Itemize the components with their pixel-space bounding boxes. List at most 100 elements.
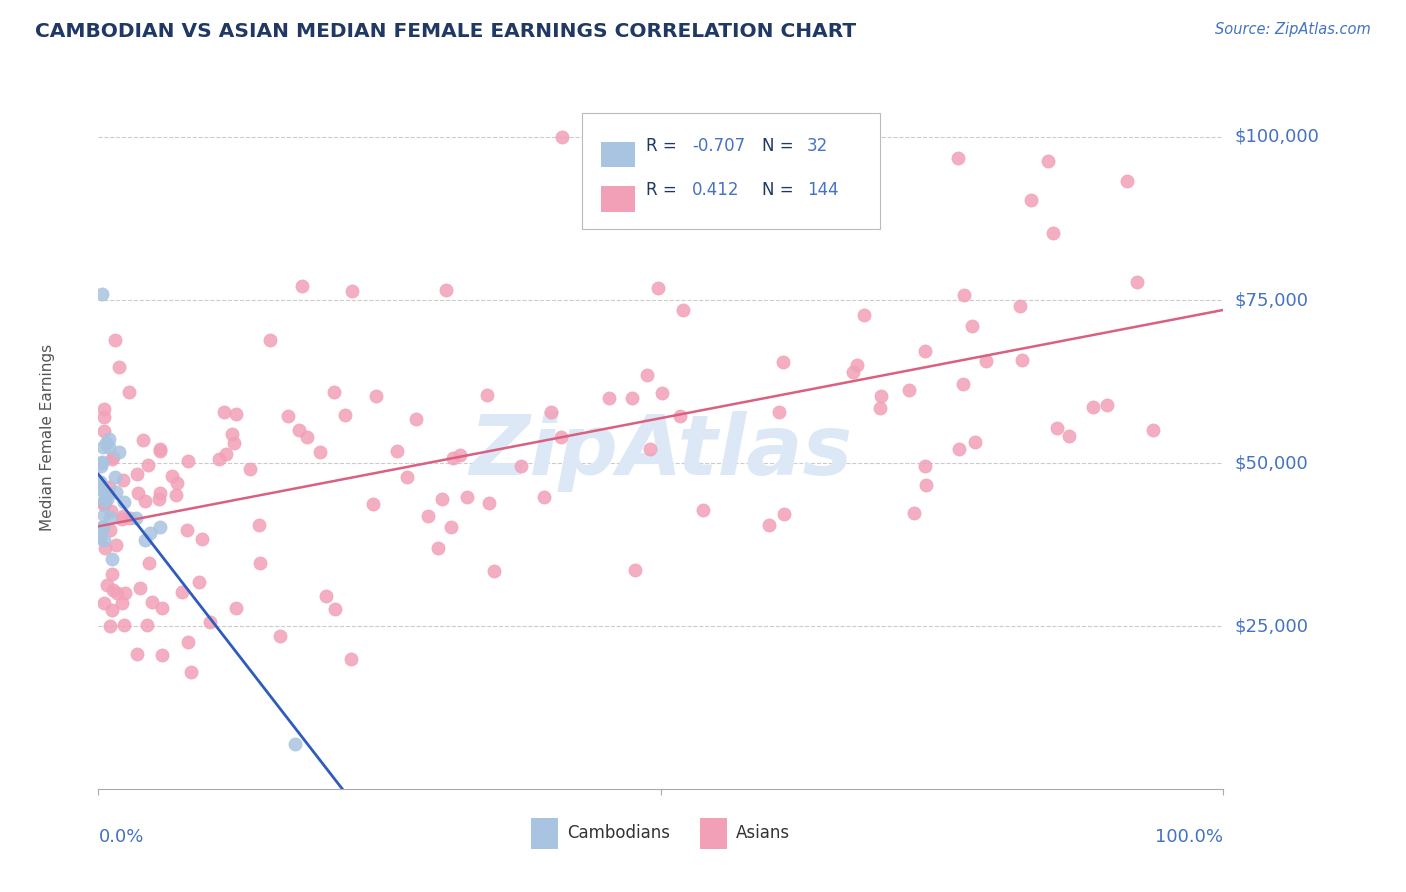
Point: [339, 652, 361, 666]
Point: [166, 475, 188, 490]
Point: [288, 423, 311, 437]
Point: [101, 582, 124, 597]
Point: [149, 486, 172, 500]
Point: [340, 284, 363, 298]
Point: [93, 508, 115, 522]
Point: [224, 435, 246, 450]
Text: Cambodians: Cambodians: [568, 824, 671, 842]
Point: [239, 461, 262, 475]
Text: 0.412: 0.412: [692, 181, 740, 200]
Point: [430, 492, 453, 507]
Point: [869, 401, 891, 415]
Point: [897, 383, 920, 397]
Point: [177, 635, 200, 649]
Point: [870, 389, 893, 403]
Point: [249, 556, 271, 570]
Text: 32: 32: [807, 137, 828, 155]
Point: [149, 442, 172, 456]
Point: [120, 511, 142, 525]
Point: [90, 286, 112, 301]
Point: [136, 618, 159, 632]
Point: [636, 368, 658, 382]
Point: [91, 440, 114, 454]
Point: [768, 405, 790, 419]
Point: [93, 533, 115, 547]
Point: [105, 585, 128, 599]
Text: $50,000: $50,000: [1234, 454, 1308, 472]
Point: [125, 511, 148, 525]
Point: [149, 444, 172, 458]
Point: [90, 459, 112, 474]
Point: [91, 520, 114, 534]
Point: [91, 520, 114, 534]
Text: N =: N =: [762, 137, 799, 155]
Point: [176, 524, 198, 538]
Point: [93, 499, 115, 513]
Point: [772, 355, 794, 369]
Point: [434, 283, 457, 297]
Point: [112, 618, 135, 632]
Text: $25,000: $25,000: [1234, 617, 1309, 635]
Point: [94, 495, 117, 509]
Point: [93, 496, 115, 510]
FancyBboxPatch shape: [602, 142, 636, 167]
Point: [191, 532, 214, 546]
Point: [107, 444, 129, 458]
Point: [647, 281, 669, 295]
Point: [1011, 353, 1033, 368]
Point: [551, 130, 574, 145]
Point: [111, 596, 134, 610]
Point: [914, 458, 936, 473]
Point: [842, 364, 865, 378]
Point: [125, 647, 148, 661]
Text: R =: R =: [647, 137, 682, 155]
Point: [112, 495, 135, 509]
Text: ZipAtlas: ZipAtlas: [470, 410, 852, 491]
Text: Asians: Asians: [737, 824, 790, 842]
Point: [405, 411, 427, 425]
Point: [1046, 421, 1069, 435]
Text: R =: R =: [647, 181, 682, 200]
Point: [416, 508, 439, 523]
Point: [98, 432, 121, 446]
Point: [290, 279, 312, 293]
Point: [170, 585, 193, 599]
Text: CAMBODIAN VS ASIAN MEDIAN FEMALE EARNINGS CORRELATION CHART: CAMBODIAN VS ASIAN MEDIAN FEMALE EARNING…: [35, 22, 856, 41]
Point: [284, 737, 307, 751]
Point: [903, 506, 925, 520]
Point: [180, 665, 202, 679]
Point: [118, 384, 141, 399]
Point: [1081, 400, 1104, 414]
Point: [89, 531, 111, 545]
Point: [1126, 275, 1149, 289]
Point: [93, 596, 115, 610]
Point: [94, 436, 117, 450]
Text: 0.0%: 0.0%: [98, 828, 143, 847]
Point: [150, 648, 173, 662]
Point: [100, 504, 122, 518]
Point: [315, 590, 337, 604]
Point: [509, 459, 531, 474]
Point: [225, 407, 247, 421]
Point: [89, 530, 111, 544]
Point: [90, 455, 112, 469]
Point: [914, 343, 936, 358]
Point: [247, 517, 270, 532]
Point: [149, 520, 172, 534]
Point: [98, 523, 121, 537]
Point: [101, 603, 124, 617]
Point: [138, 556, 160, 570]
Point: [198, 615, 221, 630]
Point: [103, 333, 125, 347]
Point: [96, 492, 118, 507]
Point: [111, 512, 134, 526]
Point: [1116, 174, 1139, 188]
Point: [672, 303, 695, 318]
Point: [758, 518, 780, 533]
Point: [93, 493, 115, 508]
Point: [361, 497, 384, 511]
Point: [101, 567, 124, 582]
Point: [427, 541, 450, 556]
Point: [93, 401, 115, 416]
FancyBboxPatch shape: [531, 818, 558, 849]
